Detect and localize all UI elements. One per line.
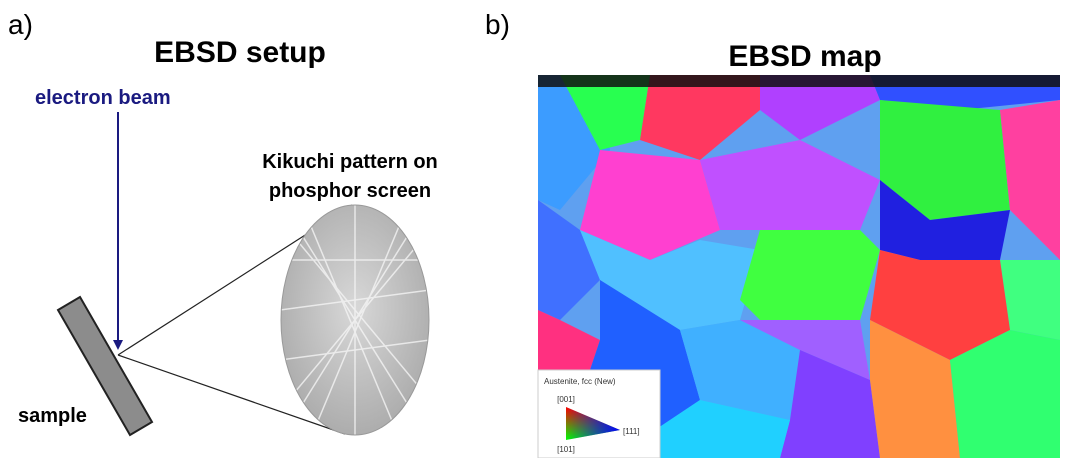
legend-corner: [111] <box>623 427 640 436</box>
panel-b: b) EBSD map <box>485 9 1060 458</box>
panel-a: a) EBSD setup electron beam sample Kikuc… <box>8 9 438 440</box>
pattern-label: phosphor screen <box>269 180 431 202</box>
legend-corner: [101] <box>557 445 575 454</box>
legend-title: Austenite, fcc (New) <box>544 377 616 386</box>
pattern-label: Kikuchi pattern on <box>262 151 438 173</box>
panel-label: b) <box>485 9 510 40</box>
beam-label: electron beam <box>35 87 171 109</box>
panel-title: EBSD map <box>728 40 881 73</box>
sample-label: sample <box>18 405 87 427</box>
panel-label: a) <box>8 9 33 40</box>
panel-title: EBSD setup <box>154 36 326 69</box>
figure: a) EBSD setup electron beam sample Kikuc… <box>0 0 1065 458</box>
legend-corner: [001] <box>557 395 575 404</box>
